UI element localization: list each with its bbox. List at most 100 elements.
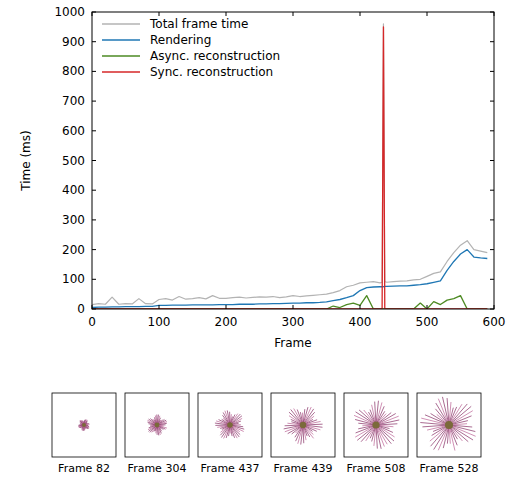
burst-ray — [357, 425, 376, 440]
x-tick — [293, 12, 294, 16]
legend-swatch — [102, 71, 140, 73]
x-tick — [92, 12, 93, 16]
y-tick — [490, 130, 494, 131]
legend-label: Async. reconstruction — [150, 49, 280, 63]
x-tick — [159, 305, 160, 309]
thumbnail-caption: Frame 528 — [420, 462, 479, 475]
burst-ray — [447, 398, 449, 425]
y-tick-label: 900 — [62, 35, 85, 49]
y-tick — [92, 71, 96, 72]
x-tick — [226, 305, 227, 309]
y-tick-label: 400 — [62, 183, 85, 197]
thumbnail: Frame 528 — [417, 393, 481, 475]
x-axis-title: Frame — [274, 336, 311, 350]
thumbnail-caption: Frame 304 — [128, 462, 187, 475]
y-tick-label: 100 — [62, 272, 85, 286]
x-tick-label: 600 — [483, 315, 506, 329]
x-tick-label: 200 — [215, 315, 238, 329]
thumbnail: Frame 437 — [198, 393, 262, 475]
y-tick-label: 1000 — [54, 5, 85, 19]
y-tick — [490, 190, 494, 191]
y-tick — [92, 130, 96, 131]
burst-ray — [449, 404, 467, 425]
thumbnail-caption: Frame 437 — [201, 462, 260, 475]
y-tick — [92, 279, 96, 280]
thumbnail-caption: Frame 82 — [58, 462, 110, 475]
y-tick-label: 500 — [62, 154, 85, 168]
legend-swatch — [102, 39, 140, 41]
series-line — [92, 250, 487, 308]
x-tick — [494, 12, 495, 16]
legend-swatch — [102, 55, 140, 57]
thumbnail-frame — [271, 393, 335, 457]
figure: 0 100 200 300 400 500 600 700 800 900 1000 0 100 200 3… — [0, 0, 514, 492]
y-tick — [490, 12, 494, 13]
thumbnail-frame — [198, 393, 262, 457]
series-group — [92, 24, 487, 309]
burst-core — [155, 423, 160, 428]
burst-core — [445, 421, 453, 429]
y-tick — [92, 41, 96, 42]
y-tick-label: 700 — [62, 94, 85, 108]
x-tick-label: 500 — [416, 315, 439, 329]
burst-ray — [376, 416, 399, 425]
burst-ray — [376, 425, 391, 444]
y-tick — [92, 190, 96, 191]
thumbnail: Frame 508 — [344, 393, 408, 475]
burst-ray — [449, 406, 471, 425]
y-tick — [490, 279, 494, 280]
y-tick — [490, 71, 494, 72]
burst-ray — [376, 425, 394, 441]
x-tick — [293, 305, 294, 309]
y-tick — [490, 309, 494, 310]
y-tick — [92, 160, 96, 161]
thumbnail-frame — [52, 393, 116, 457]
burst-core — [372, 421, 379, 428]
thumbnail-frame — [125, 393, 189, 457]
y-tick — [490, 219, 494, 220]
burst-core — [227, 422, 233, 428]
burst-core — [82, 423, 86, 427]
x-tick-label: 100 — [148, 315, 171, 329]
y-tick — [92, 309, 96, 310]
x-tick-label: 300 — [282, 315, 305, 329]
y-tick-label: 600 — [62, 124, 85, 138]
x-tick — [494, 305, 495, 309]
burst-ray — [434, 425, 449, 450]
legend-swatch — [102, 23, 140, 25]
y-tick-label: 300 — [62, 213, 85, 227]
y-tick — [92, 12, 96, 13]
thumbnail: Frame 82 — [52, 393, 116, 475]
y-tick — [490, 41, 494, 42]
legend-label: Rendering — [150, 33, 211, 47]
thumbnail: Frame 304 — [125, 393, 189, 475]
y-tick — [490, 249, 494, 250]
plot-frame — [92, 12, 494, 309]
y-tick — [92, 101, 96, 102]
x-tick-label: 0 — [88, 315, 96, 329]
burst-core — [300, 422, 306, 428]
burst-ray — [442, 397, 449, 425]
x-tick — [226, 12, 227, 16]
burst-ray — [449, 425, 473, 440]
thumbnail-caption: Frame 508 — [347, 462, 406, 475]
x-tick — [360, 12, 361, 16]
y-tick — [490, 160, 494, 161]
x-tick-label: 400 — [349, 315, 372, 329]
series-line — [92, 296, 487, 309]
thumbnail-frame — [344, 393, 408, 457]
y-tick-label: 200 — [62, 243, 85, 257]
y-tick-label: 0 — [77, 302, 85, 316]
x-tick — [159, 12, 160, 16]
series-line — [92, 24, 487, 305]
x-tick — [360, 305, 361, 309]
y-tick — [92, 249, 96, 250]
legend-label: Sync. reconstruction — [150, 65, 273, 79]
series-line — [92, 27, 487, 309]
thumbnail: Frame 439 — [271, 393, 335, 475]
y-axis-title: Time (ms) — [19, 130, 33, 192]
y-tick — [92, 219, 96, 220]
y-tick-label: 800 — [62, 64, 85, 78]
legend-label: Total frame time — [149, 17, 248, 31]
x-tick — [427, 12, 428, 16]
